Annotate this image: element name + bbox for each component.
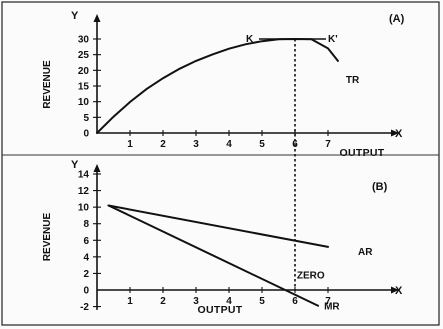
chart-a-y-tick-label: 15 <box>78 82 90 93</box>
chart-b-panel-label: (B) <box>372 181 388 193</box>
chart-b-x-tick-label: 2 <box>160 296 166 307</box>
chart-a-y-axis-letter: Y <box>71 10 79 22</box>
figure-border <box>1 1 440 326</box>
chart-b-x-axis-label: OUTPUT <box>198 304 243 316</box>
chart-b-y-tick-label: 10 <box>78 203 90 214</box>
chart-b-y-tick-label: 2 <box>83 269 89 280</box>
chart-b-x-tick-label: 7 <box>325 296 331 307</box>
series-ar-line <box>107 204 329 248</box>
chart-a-y-tick-label: 0 <box>83 129 89 140</box>
chart-a-x-axis-label: OUTPUT <box>340 147 385 159</box>
chart-b-y-tick-label: 6 <box>83 236 89 247</box>
chart-b-y-axis-label: REVENUE <box>42 213 53 262</box>
chart-a-x-axis-letter: X <box>395 128 403 140</box>
chart-a-y-axis-label: REVENUE <box>42 60 53 109</box>
chart-b-y-tick-label: -2 <box>80 302 89 313</box>
chart-a-y-tick-label: 5 <box>83 113 89 124</box>
chart-b-y-tick-label: 0 <box>83 286 89 297</box>
chart-a-y-tick-label: 25 <box>78 50 90 61</box>
chart-b-y-tick-label: 14 <box>78 170 90 181</box>
chart-a-x-arrow <box>391 129 399 137</box>
chart-b-x-tick-label: 5 <box>259 296 265 307</box>
chart-b-y-tick-label: 8 <box>83 219 89 230</box>
chart-b-x-axis-letter: X <box>395 285 403 297</box>
series-mr-line <box>107 204 320 307</box>
chart-a-x-tick-label: 5 <box>259 139 265 150</box>
chart-b-x-tick-label: 4 <box>226 296 232 307</box>
chart-b-y-tick-label: 4 <box>83 252 89 263</box>
chart-b-y-arrow <box>93 164 101 172</box>
chart-a-y-tick-label: 20 <box>78 66 90 77</box>
chart-a-y-tick-label: 10 <box>78 97 90 108</box>
chart-a-y-tick-label: 30 <box>78 35 90 46</box>
series-ar-label: AR <box>358 247 373 258</box>
chart-a-x-tick-label: 1 <box>127 139 133 150</box>
chart-b-y-tick-label: 12 <box>78 186 90 197</box>
chart-a-x-tick-label: 3 <box>193 139 199 150</box>
series-mr-label: MR <box>324 302 340 313</box>
chart-b-x-tick-label: 3 <box>193 296 199 307</box>
chart-b-x-arrow <box>391 286 399 294</box>
annotation-k: K <box>246 34 254 45</box>
series-tr-label: TR <box>346 75 360 86</box>
annotation-k-prime: K' <box>328 34 338 45</box>
chart-b-y-axis-letter: Y <box>71 159 79 171</box>
chart-b-x-tick-label: 6 <box>292 296 298 307</box>
chart-a-x-tick-label: 2 <box>160 139 166 150</box>
chart-a-x-tick-label: 4 <box>226 139 232 150</box>
chart-a-y-arrow <box>93 14 101 22</box>
chart-a-x-tick-label: 7 <box>325 139 331 150</box>
chart-a-panel-label: (A) <box>389 13 405 25</box>
annotation-zero: ZERO <box>297 271 325 282</box>
chart-b-x-tick-label: 1 <box>127 296 133 307</box>
